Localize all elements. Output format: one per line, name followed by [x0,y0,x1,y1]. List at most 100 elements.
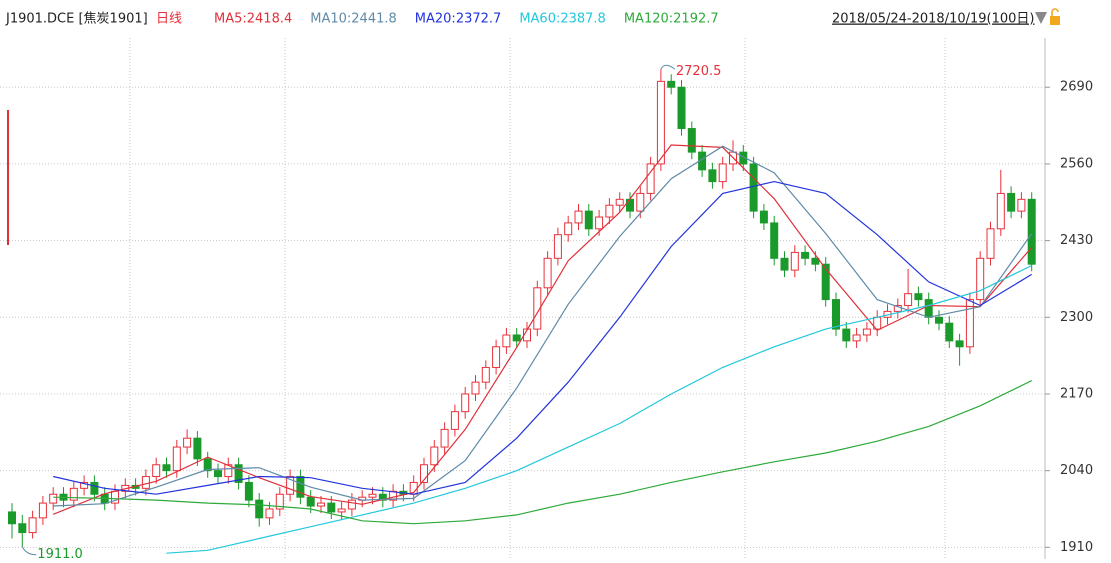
candle-body [492,346,501,368]
candle-body [255,499,264,519]
candle-body [337,508,346,513]
candle-body [244,481,253,501]
candle-body [935,316,943,324]
candle-body [440,428,449,448]
candle-body [801,251,810,259]
y-tick-label: 2430 [1060,233,1093,248]
ma-line [53,380,1032,525]
y-tick-label: 2170 [1060,386,1093,401]
candle-body [512,334,521,342]
legend-entry: MA10:2441.8 [310,12,397,27]
candle-body [811,257,820,265]
candle-body [553,234,562,259]
dropdown-arrow[interactable] [1035,12,1047,24]
legend-entry: MA5:2418.4 [214,12,292,27]
candle-body [461,393,470,413]
candle-body [1027,198,1036,265]
candle-body [945,322,954,342]
candle-body [183,437,192,448]
candle-body [852,334,861,342]
candle-body [615,198,624,206]
candle-body [986,228,995,259]
legend-entry: MA60:2387.8 [519,12,606,27]
candle-body [708,169,717,183]
candle-body [656,80,665,165]
candle-body [80,481,89,489]
candle-body [780,257,789,271]
low-label: 1911.0 [37,547,83,559]
candle-body [502,334,511,348]
candle-body [265,508,274,519]
y-tick-label: 2560 [1060,156,1093,171]
candle-body [965,299,974,348]
candle-body [327,502,336,513]
candle-body [976,257,985,301]
candle-body [543,257,552,289]
high-label: 2720.5 [676,64,722,79]
candle-body [162,464,171,472]
candle-body [420,464,428,483]
legend-entry: MA120:2192.7 [624,12,719,27]
candle-body [832,299,840,330]
candle-body [790,251,799,271]
candle-body [141,476,150,489]
candle-body [924,299,933,318]
candle-body [172,446,181,472]
candle-body [595,216,604,230]
candle-body [38,502,47,519]
candle-body [584,210,593,230]
candle-body [955,340,964,348]
candle-body [646,163,655,194]
candle-body [1007,192,1016,212]
y-tick-label: 1910 [1060,540,1093,555]
ma-line [166,264,1032,554]
ma-line [53,145,1033,507]
date-range: 2018/05/24-2018/10/19(100日) [832,12,1035,27]
candle-body [296,476,305,498]
candle-body [749,163,758,212]
candle-body [450,411,459,430]
y-tick-label: 2040 [1060,463,1093,478]
candle-body [842,328,851,342]
legend-entry: MA20:2372.7 [415,12,502,27]
candle-body [770,222,779,259]
low-pointer [21,546,37,556]
candle-body [687,128,696,153]
candle-body [18,523,27,534]
candle-body [636,192,645,212]
ma-line [53,180,1033,495]
symbol: J1901.DCE [焦炭1901] [5,12,148,27]
candle-body [574,210,583,224]
candle-body [821,263,830,301]
candle-body [368,493,377,498]
candle-body [306,496,315,507]
candle-body [862,328,871,336]
high-pointer [660,64,676,70]
candle-body [234,464,243,483]
candle-body [28,517,37,534]
candle-body [214,470,222,478]
candle-body [193,437,202,460]
ma-line [52,144,1033,515]
candle-body [430,446,439,466]
candle-body [1017,198,1026,212]
candle-body [564,222,573,236]
candle-body [759,210,768,224]
candle-body [317,502,325,507]
candle-body [286,476,295,495]
candle-body [996,192,1005,230]
candle-body [677,86,686,130]
candle-body [718,163,727,183]
candle-body [69,487,78,501]
candle-body [152,464,161,478]
candle-body [605,204,614,218]
candle-body [914,293,923,301]
candle-body [49,493,58,504]
y-tick-label: 2690 [1060,80,1093,95]
candle-body [471,381,480,395]
y-tick-label: 2300 [1060,310,1093,325]
lock-icon[interactable] [1050,8,1060,25]
candle-body [533,287,542,330]
